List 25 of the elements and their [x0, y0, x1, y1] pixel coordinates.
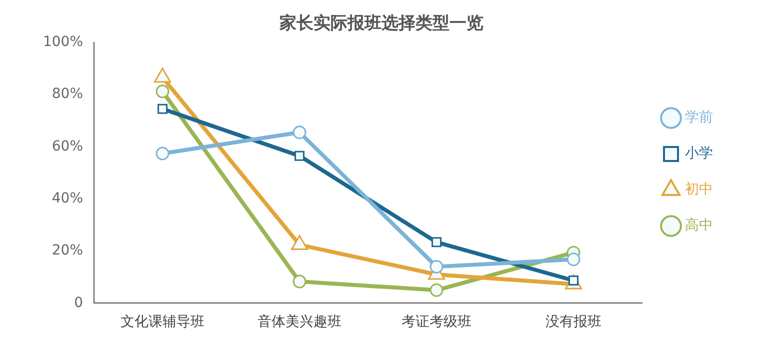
point: [430, 260, 444, 274]
point: [430, 283, 444, 297]
point: [156, 146, 170, 160]
point: [158, 104, 168, 114]
point: [292, 126, 306, 140]
point: [156, 84, 170, 98]
chart-title: 家长实际报班选择类型一览: [278, 14, 484, 34]
y-tick-label: 60%: [52, 138, 84, 154]
y-tick-label: 80%: [52, 86, 84, 102]
y-tick-label: 0: [74, 294, 84, 311]
x-tick-label: 文化课辅导班: [120, 314, 205, 330]
point: [432, 237, 442, 248]
point: [294, 150, 305, 161]
x-tick-label: 音体美兴趣班: [258, 314, 342, 330]
point: [566, 252, 580, 266]
legend-label: 高中: [685, 218, 713, 234]
legend-label: 学前: [685, 110, 713, 126]
x-tick-label: 考证考级班: [402, 314, 472, 330]
legend-label: 小学: [685, 146, 713, 162]
x-tick-label: 没有报班: [546, 314, 602, 330]
legend-label: 初中: [685, 182, 713, 198]
y-tick-label: 20%: [52, 242, 84, 259]
point: [292, 274, 306, 288]
y-tick-label: 100%: [42, 34, 84, 50]
y-tick-label: 40%: [52, 190, 84, 207]
